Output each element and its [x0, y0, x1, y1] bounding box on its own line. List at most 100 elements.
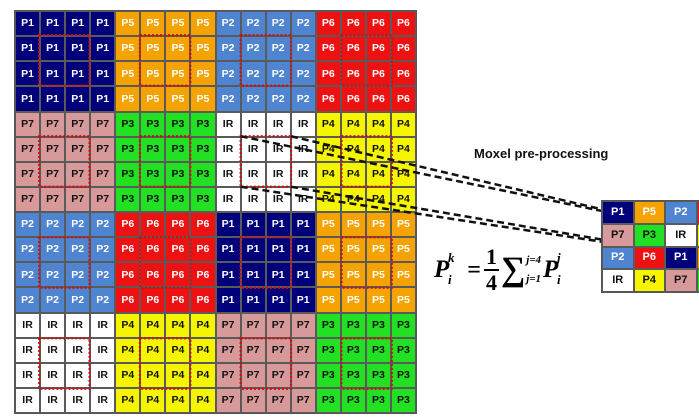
pixel-cell: P1 [240, 212, 266, 238]
formula-lhs-var: P [434, 256, 450, 283]
pixel-cell: P7 [40, 136, 66, 162]
pixel-cell: P5 [340, 287, 366, 313]
pixel-cell: P6 [315, 36, 341, 62]
pixel-cell: P2 [290, 61, 316, 87]
pixel-cell: P1 [90, 61, 116, 87]
pixel-cell: P2 [240, 11, 266, 37]
pixel-cell: P5 [115, 11, 141, 37]
pixel-cell: P6 [340, 36, 366, 62]
pixel-cell: IR [90, 337, 116, 363]
pixel-cell: P2 [240, 86, 266, 112]
pixel-cell: P7 [90, 111, 116, 137]
pixel-cell: P1 [265, 287, 291, 313]
pixel-cell: P3 [115, 161, 141, 187]
pixel-cell: IR [15, 312, 41, 338]
pixel-cell: P3 [115, 136, 141, 162]
pixel-cell: P5 [315, 212, 341, 238]
pixel-cell: P4 [390, 136, 416, 162]
pixel-cell: P5 [340, 212, 366, 238]
pixel-cell: P3 [315, 387, 341, 413]
pixel-cell: P7 [65, 111, 91, 137]
pixel-cell: P6 [140, 287, 166, 313]
pixel-cell: P6 [115, 262, 141, 288]
pixel-cell: IR [240, 136, 266, 162]
pixel-cell: P6 [140, 262, 166, 288]
pixel-cell: P2 [215, 86, 241, 112]
pixel-cell: P3 [315, 337, 341, 363]
pixel-cell: IR [290, 186, 316, 212]
formula-rhs-superscript: j [557, 250, 561, 265]
summation-limits: j=4 j=1 [526, 255, 541, 285]
pixel-cell: P1 [265, 237, 291, 263]
pixel-cell: P2 [40, 212, 66, 238]
pixel-cell: IR [215, 161, 241, 187]
pixel-cell: P3 [390, 387, 416, 413]
formula-numerator: 1 [485, 244, 497, 269]
pixel-cell: P1 [290, 237, 316, 263]
pixel-cell: P6 [190, 262, 216, 288]
pixel-cell: P2 [40, 237, 66, 263]
summation-lower-limit: j=1 [526, 273, 542, 285]
pixel-cell: P7 [215, 387, 241, 413]
pixel-cell: P2 [265, 36, 291, 62]
pixel-cell: P6 [115, 237, 141, 263]
pixel-cell: P6 [365, 61, 391, 87]
pixel-cell: P3 [140, 186, 166, 212]
pixel-cell: P6 [190, 287, 216, 313]
pixel-cell: IR [65, 312, 91, 338]
pixel-cell: P5 [365, 262, 391, 288]
moxel-cell: P1 [602, 201, 634, 224]
pixel-cell: P1 [40, 61, 66, 87]
pixel-cell: P2 [40, 287, 66, 313]
pixel-cell: P1 [240, 237, 266, 263]
pixel-cell: P7 [90, 136, 116, 162]
pixel-cell: P7 [65, 136, 91, 162]
pixel-cell: P5 [190, 61, 216, 87]
pixel-cell: P5 [315, 237, 341, 263]
pixel-cell: P7 [40, 186, 66, 212]
pixel-cell: IR [40, 337, 66, 363]
pixel-cell: P6 [390, 36, 416, 62]
pixel-cell: P5 [165, 86, 191, 112]
pixel-cell: P7 [240, 337, 266, 363]
pixel-cell: P7 [215, 362, 241, 388]
pixel-cell: P1 [90, 36, 116, 62]
pixel-cell: P3 [190, 161, 216, 187]
pixel-cell: P6 [340, 61, 366, 87]
pixel-cell: P6 [315, 61, 341, 87]
pixel-cell: P5 [165, 61, 191, 87]
pixel-cell: IR [290, 161, 316, 187]
pixel-cell: P7 [265, 337, 291, 363]
pixel-cell: P3 [365, 362, 391, 388]
pixel-cell: P4 [365, 186, 391, 212]
pixel-cell: P7 [15, 111, 41, 137]
pixel-cell: P4 [315, 136, 341, 162]
moxel-cell: P6 [633, 246, 665, 270]
pixel-cell: IR [215, 136, 241, 162]
pixel-cell: P4 [165, 337, 191, 363]
pixel-cell: P1 [215, 212, 241, 238]
pixel-cell: P1 [40, 86, 66, 112]
pixel-cell: P2 [290, 36, 316, 62]
pixel-cell: IR [65, 362, 91, 388]
formula-fraction: 1 4 [483, 244, 499, 294]
pixel-cell: P3 [190, 186, 216, 212]
pixel-cell: P7 [290, 387, 316, 413]
pixel-cell: P5 [365, 287, 391, 313]
pixel-cell: P4 [315, 111, 341, 137]
pixel-cell: P3 [165, 161, 191, 187]
formula-lhs: P k i [434, 250, 455, 287]
pixel-cell: IR [15, 337, 41, 363]
pixel-cell: P6 [190, 237, 216, 263]
pixel-cell: P7 [15, 136, 41, 162]
pixel-cell: P3 [115, 111, 141, 137]
pixel-cell: P4 [140, 337, 166, 363]
pixel-cell: P6 [390, 61, 416, 87]
pixel-cell: P7 [290, 362, 316, 388]
pixel-cell: P2 [15, 237, 41, 263]
pixel-cell: IR [240, 161, 266, 187]
pixel-cell: P3 [165, 111, 191, 137]
pixel-cell: P5 [140, 61, 166, 87]
moxel-cell: P7 [665, 269, 697, 292]
moxel-processed-grid: P1P5P2P6P7P3IRP4P2P6P1P5IRP4P7P3 [601, 200, 699, 293]
